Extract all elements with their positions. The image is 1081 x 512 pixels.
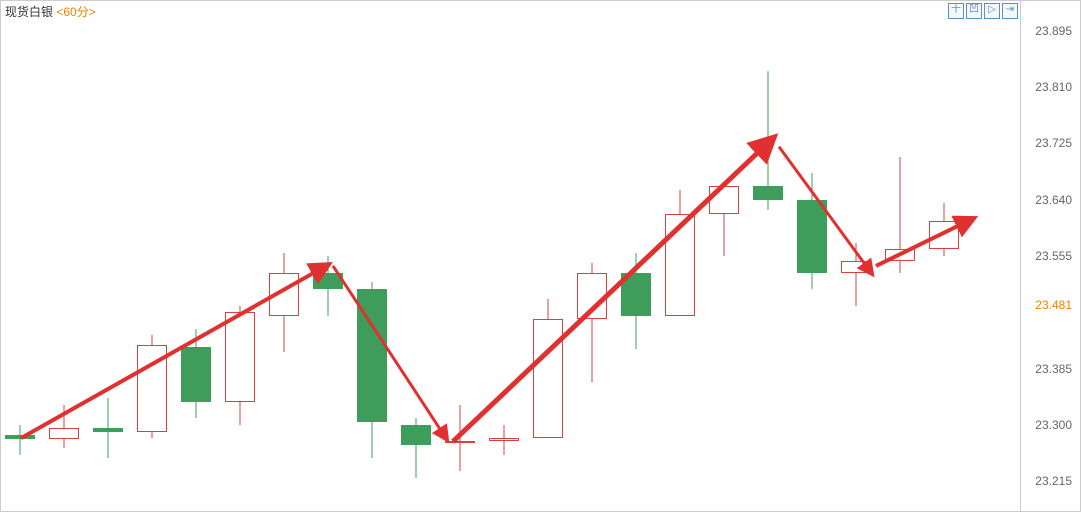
candle-body <box>489 438 519 441</box>
y-axis-label: 23.385 <box>1035 362 1072 376</box>
candle-body <box>665 214 695 315</box>
candle[interactable] <box>753 1 783 511</box>
candle-body <box>5 435 35 440</box>
candle[interactable] <box>137 1 167 511</box>
y-axis-label: 23.725 <box>1035 136 1072 150</box>
candle-body <box>445 441 475 443</box>
candle-body <box>841 261 871 273</box>
candle-wick <box>64 405 65 448</box>
candle-wick <box>20 425 21 455</box>
chart-plot-area[interactable] <box>1 1 1021 511</box>
candle-body <box>885 249 915 260</box>
candle-body <box>225 312 255 401</box>
candle-body <box>621 273 651 316</box>
candle[interactable] <box>49 1 79 511</box>
y-axis-label: 23.300 <box>1035 418 1072 432</box>
candle-body <box>401 425 431 445</box>
y-axis-label: 23.215 <box>1035 474 1072 488</box>
candle-body <box>929 221 959 249</box>
candle-body <box>137 345 167 431</box>
y-axis-label: 23.555 <box>1035 249 1072 263</box>
y-axis-label: 23.810 <box>1035 80 1072 94</box>
candle[interactable] <box>489 1 519 511</box>
candle-body <box>797 200 827 273</box>
candle[interactable] <box>533 1 563 511</box>
candle[interactable] <box>665 1 695 511</box>
candle-body <box>533 319 563 438</box>
candle-body <box>181 347 211 402</box>
candle[interactable] <box>841 1 871 511</box>
candle-body <box>269 273 299 316</box>
candle[interactable] <box>269 1 299 511</box>
candle-body <box>93 428 123 431</box>
candle[interactable] <box>929 1 959 511</box>
candle[interactable] <box>93 1 123 511</box>
candle[interactable] <box>357 1 387 511</box>
candle[interactable] <box>445 1 475 511</box>
candle-body <box>313 273 343 290</box>
candle[interactable] <box>313 1 343 511</box>
candle-body <box>709 186 739 214</box>
candle-wick <box>856 243 857 306</box>
candle[interactable] <box>577 1 607 511</box>
y-axis-label: 23.481 <box>1035 298 1072 312</box>
candle-body <box>357 289 387 421</box>
candle-wick <box>460 405 461 471</box>
y-axis-label: 23.640 <box>1035 193 1072 207</box>
candle[interactable] <box>225 1 255 511</box>
candle[interactable] <box>181 1 211 511</box>
candle[interactable] <box>5 1 35 511</box>
candle-body <box>753 186 783 199</box>
candle-body <box>577 273 607 319</box>
candle[interactable] <box>709 1 739 511</box>
chart-root: 现货白银 <60分> 十 凹 ▷ ⇥ 23.89523.81023.72523.… <box>0 0 1081 512</box>
candle[interactable] <box>401 1 431 511</box>
candle[interactable] <box>885 1 915 511</box>
y-axis-label: 23.895 <box>1035 24 1072 38</box>
candle[interactable] <box>797 1 827 511</box>
candle-body <box>49 428 79 439</box>
candle[interactable] <box>621 1 651 511</box>
